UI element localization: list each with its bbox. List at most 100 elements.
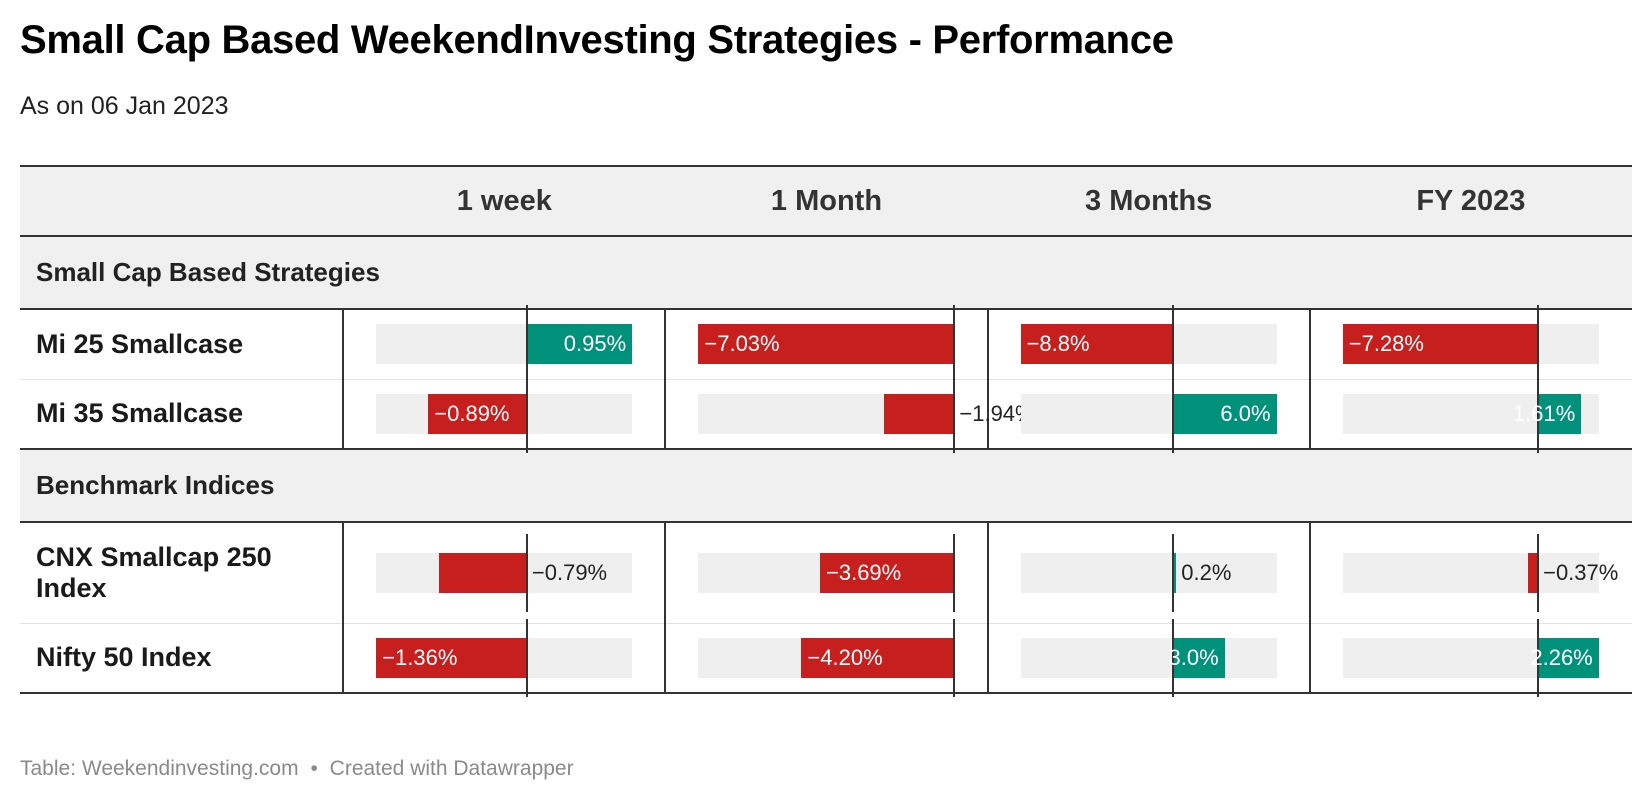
value-cell-fy-2023: −0.37% [1308,522,1632,624]
column-header-1-month[interactable]: 1 Month [665,165,988,237]
group-row-small-cap-based-strategies: Small Cap Based Strategies [20,236,1632,310]
zero-line [953,374,956,453]
bar-track: −4.20% [698,618,956,697]
value-bar [1020,324,1173,365]
value-cell-1-month: −4.20% [664,618,988,697]
value-cell-3-months: 0.2% [986,522,1310,624]
value-label: 0.2% [1181,559,1232,585]
bar-track: 1.61% [1342,374,1599,453]
bar-track: 0.2% [1020,533,1277,612]
row-name: Mi 35 Smallcase [20,379,344,450]
zero-line [1171,305,1174,384]
value-cell-fy-2023: 1.61% [1308,374,1632,453]
zero-line [1537,618,1540,697]
value-label: −3.69% [826,559,902,585]
bar-track: −1.36% [376,618,633,697]
value-label: 1.61% [1512,400,1576,426]
bar-track: −0.37% [1342,533,1618,612]
value-label: −1.36% [382,644,458,670]
zero-line [525,374,528,453]
row-name: Mi 25 Smallcase [20,309,344,380]
zero-line [1537,533,1540,612]
table-body: Small Cap Based Strategies Mi 25 Smallcas… [20,236,1632,697]
zero-line [953,618,956,697]
value-bar [1538,393,1582,434]
value-label: 2.26% [1530,644,1593,670]
zero-line [525,618,528,697]
group-label: Benchmark Indices [20,449,1632,523]
column-header-3-months[interactable]: 3 Months [987,165,1310,237]
zero-line [1171,618,1174,697]
value-label: −7.28% [1348,331,1424,357]
bar-track: 0.95% [376,305,633,384]
value-cell-fy-2023: −7.28% [1308,305,1632,384]
value-bar [376,637,527,678]
zero-line [525,305,528,384]
value-label: 6.0% [1220,400,1271,426]
value-cell-1-month: −1.94% [664,374,1035,453]
bar-track: −7.28% [1342,305,1599,384]
page-title: Small Cap Based WeekendInvesting Strateg… [20,18,1174,62]
bar-track: 6.0% [1020,374,1277,453]
bar-track: 2.26% [1342,618,1599,697]
bar-track: −0.89% [376,374,633,453]
value-cell-3-months: 6.0% [986,374,1310,453]
table-header: 1 week 1 Month 3 Months FY 2023 [20,165,1632,237]
value-label: −8.8% [1026,331,1090,357]
bar-track: −8.8% [1020,305,1277,384]
performance-table: 1 week 1 Month 3 Months FY 2023 Small Ca… [20,165,1632,697]
value-label: −0.89% [434,400,510,426]
bar-track: −7.03% [698,305,956,384]
performance-table-container: 1 week 1 Month 3 Months FY 2023 Small Ca… [20,165,1632,697]
value-bar [1528,552,1539,593]
value-cell-1-month: −7.03% [664,305,988,384]
value-bar [439,552,527,593]
row-name: Nifty 50 Index [20,623,344,694]
column-header-1-week[interactable]: 1 week [343,165,666,237]
bar-track: 3.0% [1020,618,1277,697]
value-bar [1172,552,1177,593]
table-row[interactable]: CNX Smallcap 250 Index −0.79% −3.69% 0.2% −0… [20,522,1632,624]
zero-line [1171,374,1174,453]
value-label: 0.95% [563,331,627,357]
zero-line [525,533,528,612]
value-label: −4.20% [807,644,883,670]
value-cell-1-week: −1.36% [342,618,666,697]
value-bar [698,324,955,365]
table-row[interactable]: Nifty 50 Index −1.36% −4.20% 3.0% 2.26% [20,618,1632,697]
value-label: −7.03% [704,331,780,357]
page-subtitle: As on 06 Jan 2023 [20,92,229,120]
column-header-fy-2023[interactable]: FY 2023 [1309,165,1632,237]
value-cell-1-month: −3.69% [664,522,988,624]
header-name-cell [20,165,344,237]
value-cell-3-months: −8.8% [986,305,1310,384]
value-label: 3.0% [1168,644,1219,670]
value-bar [1342,324,1539,365]
value-bar [1172,393,1277,434]
value-cell-3-months: 3.0% [986,618,1310,697]
group-row-benchmark-indices: Benchmark Indices [20,449,1632,523]
value-cell-1-week: 0.95% [342,305,666,384]
value-bar [1172,637,1225,678]
value-bar [883,393,955,434]
value-label: −0.79% [531,559,608,585]
value-cell-1-week: −0.89% [342,374,666,453]
value-bar [526,324,633,365]
value-bar [801,637,955,678]
value-label: −0.37% [1543,559,1619,585]
table-row[interactable]: Mi 25 Smallcase 0.95% −7.03% −8.8% −7.28% [20,305,1632,384]
group-label: Small Cap Based Strategies [20,236,1632,310]
zero-line [1537,374,1540,453]
footer-source: Table: Weekendinvesting.com [20,757,299,780]
zero-line [1537,305,1540,384]
value-cell-1-week: −0.79% [342,522,666,624]
bar-track: −3.69% [698,533,956,612]
footer-separator: • [310,757,318,780]
header-row: 1 week 1 Month 3 Months FY 2023 [20,165,1632,237]
table-row[interactable]: Mi 35 Smallcase −0.89% −1.94% 6.0% 1.61% [20,374,1632,453]
bar-track: −1.94% [698,374,1035,453]
value-bar [428,393,527,434]
value-bar [1538,637,1599,678]
value-cell-fy-2023: 2.26% [1308,618,1632,697]
footer: Table: Weekendinvesting.com • Created wi… [20,757,574,781]
